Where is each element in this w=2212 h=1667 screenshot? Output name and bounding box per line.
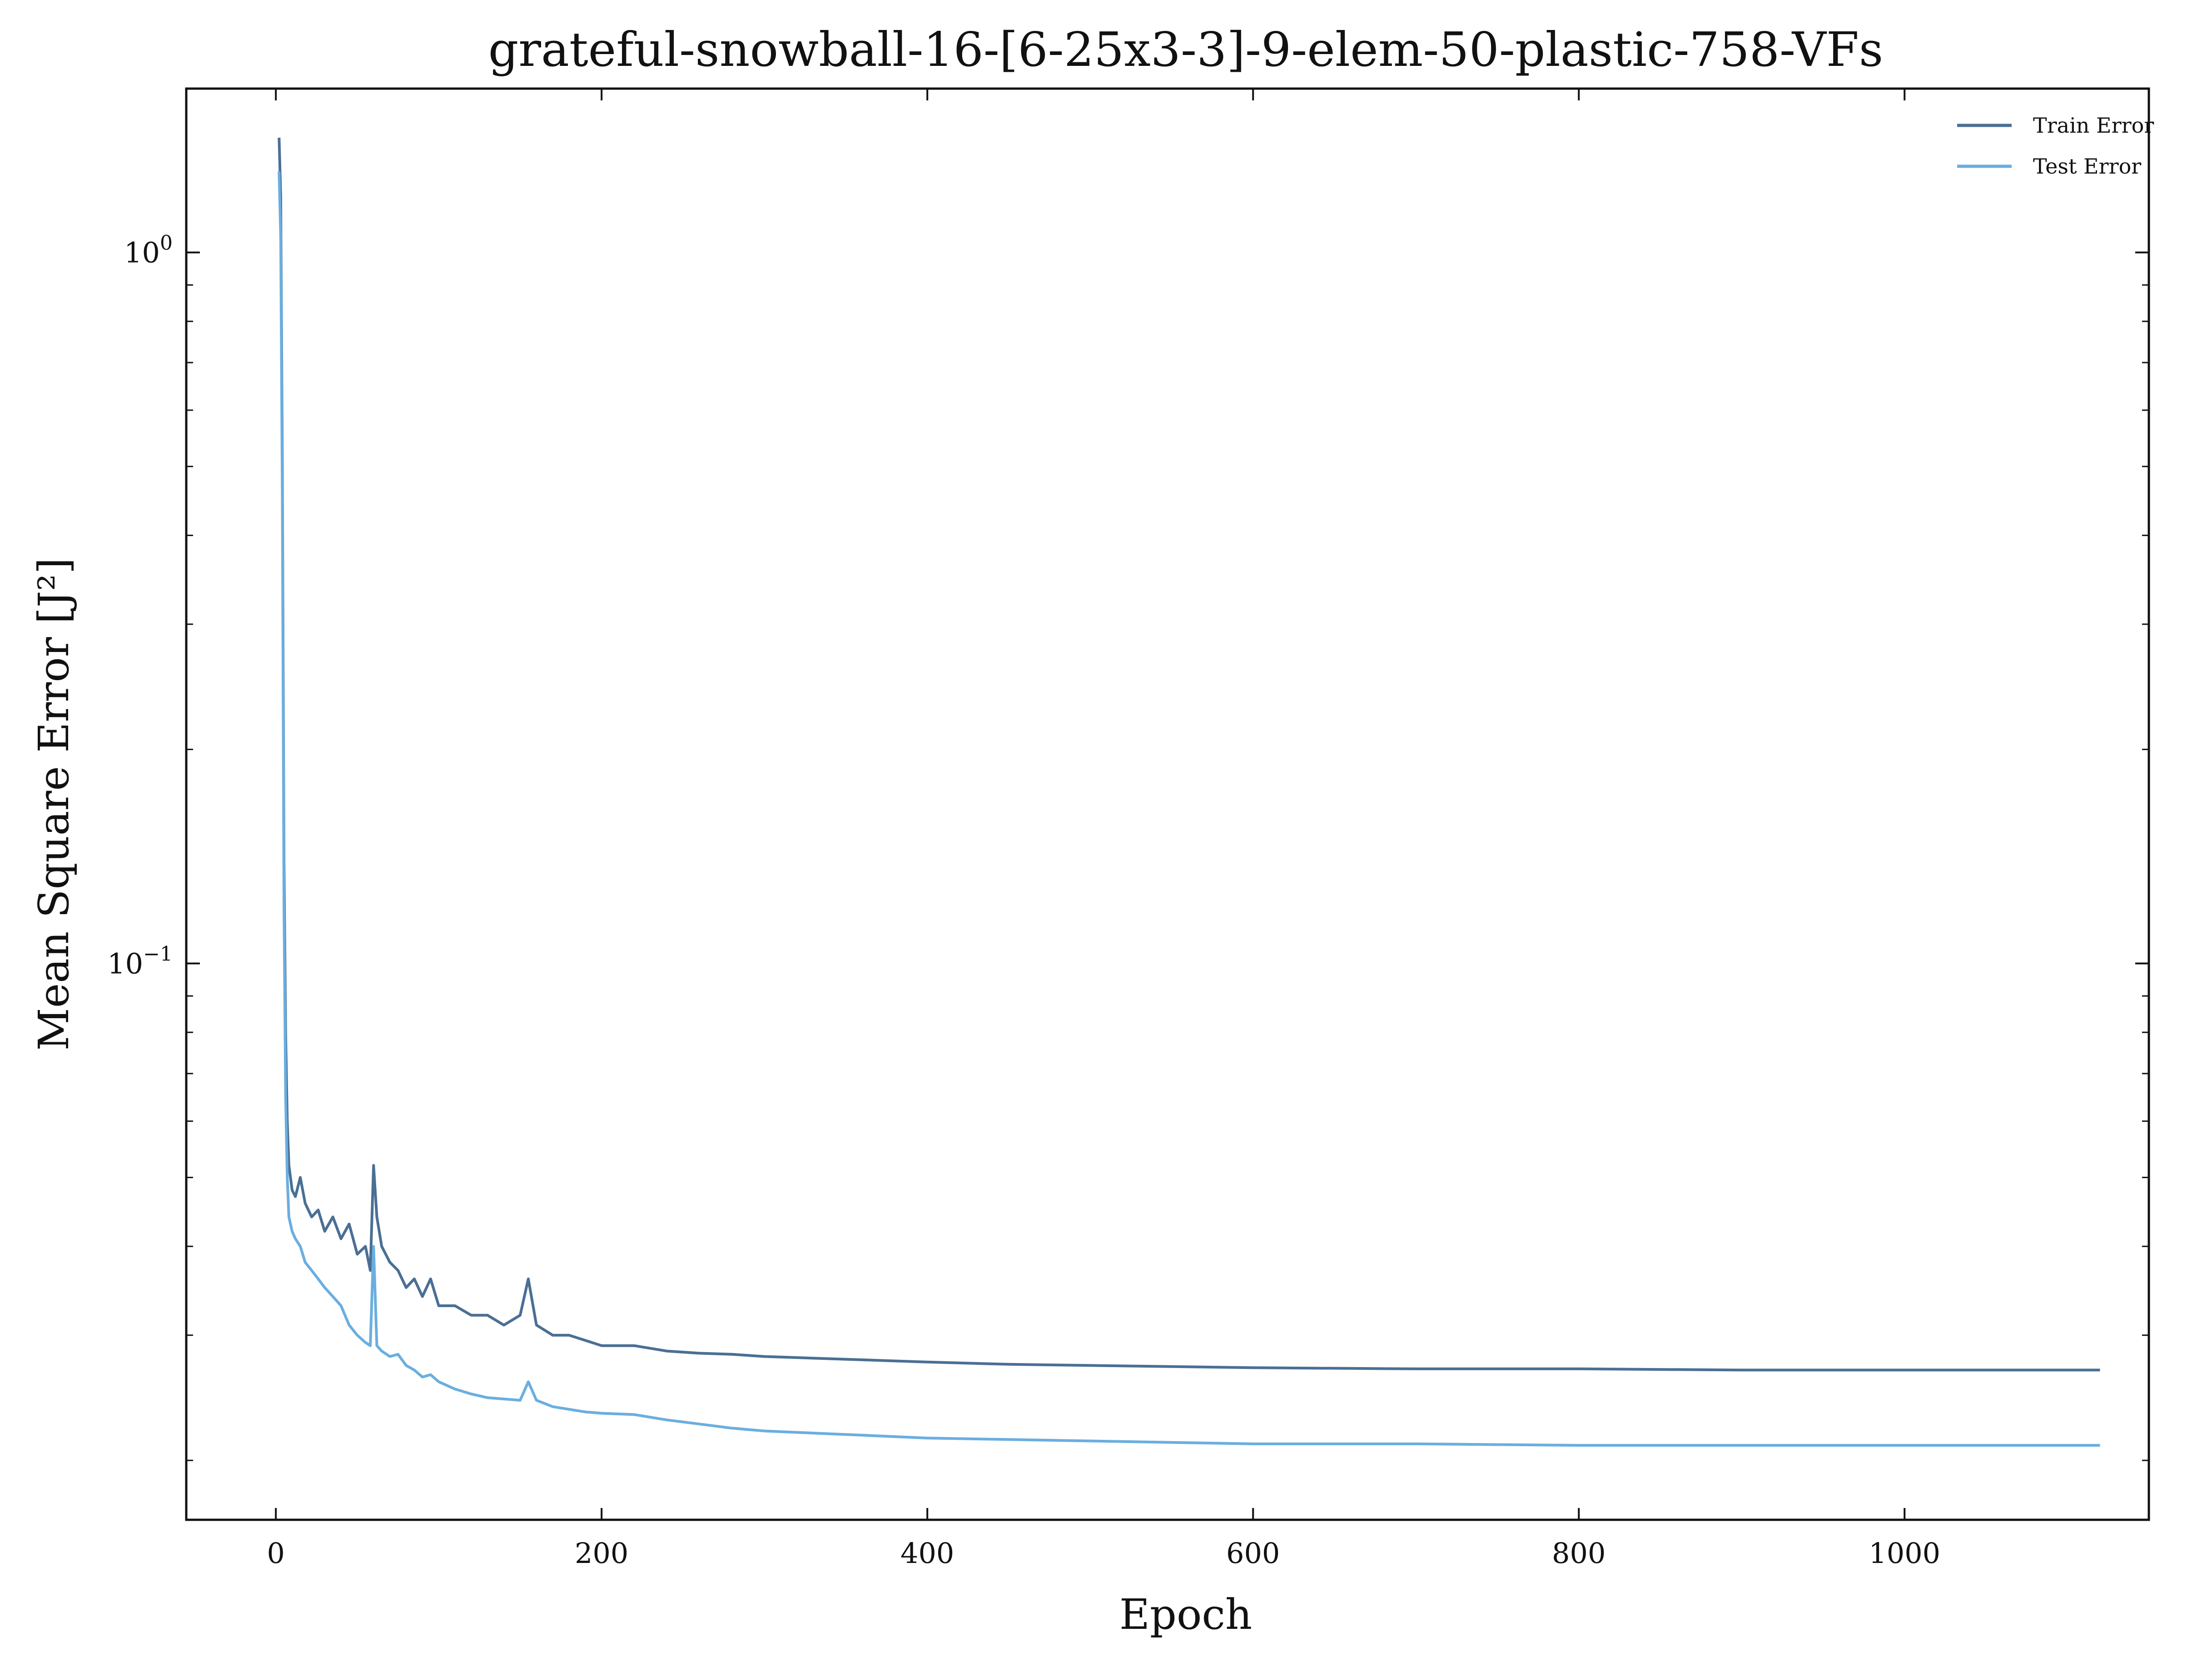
x-tick-label: 600 <box>1226 1537 1280 1570</box>
x-tick-label: 800 <box>1552 1537 1606 1570</box>
y-axis-label: Mean Square Error [J²] <box>30 558 78 1051</box>
legend: Train Error Test Error <box>1957 113 2154 179</box>
y-tick-label: 100 <box>124 232 173 269</box>
chart-title: grateful-snowball-16-[6-25x3-3]-9-elem-5… <box>488 22 1884 77</box>
train-error-line <box>278 138 2100 1372</box>
x-axis-label: Epoch <box>1119 1590 1252 1639</box>
series-layer <box>278 138 2100 1447</box>
legend-label-test: Test Error <box>2033 154 2141 179</box>
x-tick-label: 1000 <box>1869 1537 1940 1570</box>
x-axis: 0 200 400 600 800 1000 <box>267 89 1940 1570</box>
x-tick-label: 400 <box>900 1537 954 1570</box>
x-tick-label: 0 <box>267 1537 284 1570</box>
test-error-line <box>278 171 2100 1447</box>
y-tick-label: 10−1 <box>107 942 173 980</box>
legend-label-train: Train Error <box>2033 113 2154 138</box>
y-axis: 100 10−1 <box>107 232 2149 1461</box>
x-tick-label: 200 <box>575 1537 628 1570</box>
plot-frame <box>185 87 2150 1521</box>
plot-area: 0 200 400 600 800 1000 100 10−1 <box>107 87 2150 1570</box>
